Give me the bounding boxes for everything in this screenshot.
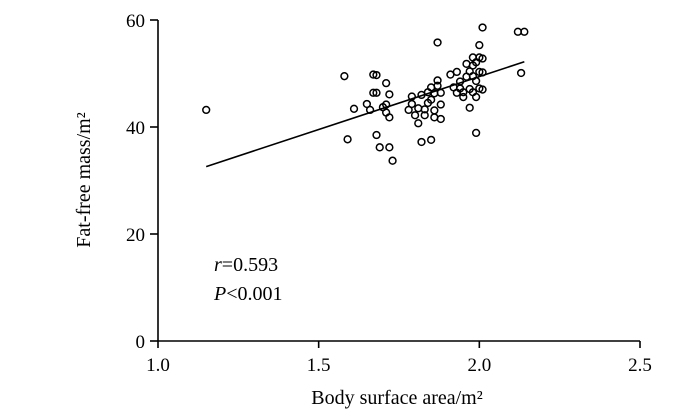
regression-line (205, 60, 525, 168)
data-point (426, 135, 436, 144)
x-tick-label: 2.5 (628, 355, 652, 376)
data-point (465, 103, 474, 112)
data-point (375, 143, 384, 152)
data-point (420, 105, 429, 114)
data-point (420, 111, 429, 120)
data-point (407, 92, 417, 101)
data-point (340, 72, 349, 81)
data-point (471, 128, 481, 138)
data-point (459, 92, 468, 102)
p-symbol: P (213, 283, 226, 305)
regression-line-group (205, 60, 525, 168)
y-tick-label: 40 (126, 118, 145, 139)
data-point (459, 88, 468, 97)
data-point (372, 130, 381, 140)
data-point (475, 40, 484, 50)
y-axis-title: Fat-free mass/m² (73, 112, 95, 247)
data-point (343, 135, 352, 144)
data-point (372, 88, 381, 97)
data-point (381, 78, 391, 88)
data-point (520, 27, 529, 36)
data-point (478, 54, 487, 63)
p-value: <0.001 (226, 283, 282, 305)
y-tick-label: 0 (136, 332, 146, 353)
y-tick-label: 20 (126, 225, 145, 246)
y-tick-label: 60 (126, 11, 145, 32)
data-point (475, 67, 484, 77)
x-tick-label: 2.0 (467, 355, 491, 376)
axes: 1.0 1.5 2.0 2.5 0 20 40 60 (126, 11, 652, 376)
r-annotation: r=0.593 (214, 254, 278, 276)
x-tick-label: 1.5 (307, 355, 331, 376)
data-point (410, 111, 420, 120)
data-point (385, 113, 394, 122)
data-point (478, 85, 487, 94)
data-point (433, 76, 442, 85)
data-point (407, 99, 417, 109)
data-point (372, 70, 381, 80)
data-point (369, 88, 378, 97)
data-point (414, 104, 423, 113)
data-point (471, 92, 481, 102)
data-point (417, 137, 426, 147)
data-points (202, 23, 529, 165)
data-point (426, 95, 436, 104)
data-point (436, 114, 445, 124)
data-point (385, 143, 394, 152)
data-point (202, 105, 211, 115)
data-point (433, 38, 442, 47)
data-point (385, 90, 394, 99)
data-point (478, 23, 487, 32)
x-tick-label: 1.0 (146, 355, 170, 376)
x-axis-title: Body surface area/m² (311, 387, 482, 409)
data-point (436, 100, 445, 109)
data-point (452, 67, 461, 77)
data-point (349, 104, 359, 113)
data-point (433, 81, 442, 90)
data-point (369, 70, 378, 79)
data-point (388, 156, 397, 165)
data-point (516, 68, 526, 78)
p-annotation: P<0.001 (213, 283, 283, 305)
data-point (430, 106, 439, 115)
r-symbol: r (214, 254, 222, 276)
r-value: =0.593 (222, 254, 278, 276)
data-point (414, 119, 423, 128)
